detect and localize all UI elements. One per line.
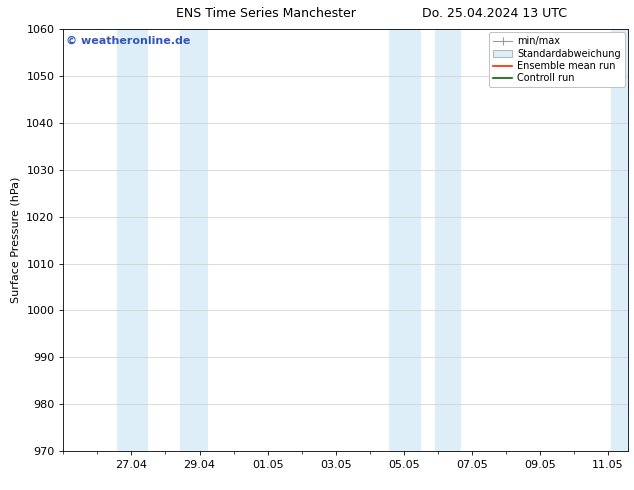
Bar (389, 29, 421, 451)
Bar (180, 29, 208, 451)
Text: ENS Time Series Manchester: ENS Time Series Manchester (176, 7, 356, 21)
Legend: min/max, Standardabweichung, Ensemble mean run, Controll run: min/max, Standardabweichung, Ensemble me… (489, 32, 624, 87)
Bar (611, 29, 628, 451)
Text: Do. 25.04.2024 13 UTC: Do. 25.04.2024 13 UTC (422, 7, 567, 21)
Bar (117, 29, 148, 451)
Y-axis label: Surface Pressure (hPa): Surface Pressure (hPa) (11, 177, 21, 303)
Bar (435, 29, 460, 451)
Text: © weatheronline.de: © weatheronline.de (66, 36, 191, 46)
